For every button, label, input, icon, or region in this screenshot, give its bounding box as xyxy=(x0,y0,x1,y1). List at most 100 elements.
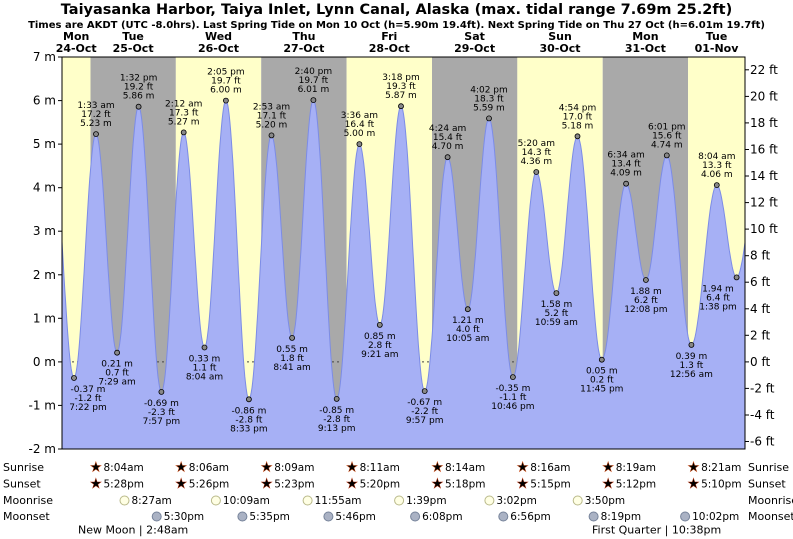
tide-annotation: 19.7 ft xyxy=(211,77,241,87)
day-label-weekday: Mon xyxy=(632,30,658,43)
tide-annotation: 6.01 m xyxy=(298,85,330,95)
tide-annotation: 19.2 ft xyxy=(124,83,154,93)
moonrise-time: 1:39pm xyxy=(406,495,446,507)
sunset-time: 5:10pm xyxy=(701,479,741,491)
tide-annotation: 5.23 m xyxy=(80,119,112,129)
tide-annotation: -2.8 ft xyxy=(323,415,350,425)
moonset-time: 10:02pm xyxy=(692,511,739,523)
sunrise-star-icon: ★ xyxy=(91,460,102,474)
tide-annotation: 7:29 am xyxy=(98,378,135,388)
day-label-weekday: Thu xyxy=(292,30,315,43)
tide-extreme-marker xyxy=(222,97,229,104)
page-title: Taiyasanka Harbor, Taiya Inlet, Lynn Can… xyxy=(60,2,733,18)
day-label-weekday: Tue xyxy=(122,30,144,43)
sunset-time: 5:23pm xyxy=(274,479,314,491)
tide-annotation: 1:32 pm xyxy=(120,74,158,84)
tide-extreme-marker xyxy=(643,277,649,283)
moonrise-time: 3:02pm xyxy=(496,495,536,507)
tide-extreme-marker xyxy=(598,356,605,363)
tide-extreme-marker xyxy=(421,388,428,395)
y-axis-label-ft: 0 ft xyxy=(750,355,770,369)
moonset-time: 5:46pm xyxy=(335,511,375,523)
tide-extreme-marker xyxy=(444,154,451,161)
day-label-date: 28-Oct xyxy=(369,42,410,55)
moonset-icon xyxy=(680,511,691,522)
tide-extreme-marker xyxy=(464,306,471,313)
tide-annotation: 1.1 ft xyxy=(193,364,217,374)
y-axis-label-m: 2 m xyxy=(33,268,56,282)
astro-row-label-left: Sunset xyxy=(3,478,41,491)
moonset-icon xyxy=(498,511,509,522)
y-axis-label-m: 4 m xyxy=(33,181,56,195)
astro-row-label-right: Moonrise xyxy=(748,494,793,507)
y-axis-label-ft: 4 ft xyxy=(750,302,770,316)
astro-row-label-left: Moonset xyxy=(3,510,50,523)
tide-annotation: 7:57 pm xyxy=(143,417,181,427)
tide-extreme-marker xyxy=(289,334,296,341)
sunset-star-icon: ★ xyxy=(603,477,614,491)
tide-annotation: -2.3 ft xyxy=(148,408,175,418)
tide-annotation: -1.2 ft xyxy=(75,394,102,404)
tide-annotation: 4.09 m xyxy=(610,169,642,179)
tide-annotation: 7:22 pm xyxy=(69,403,107,413)
plot-frame xyxy=(61,56,746,450)
tide-annotation: 5.27 m xyxy=(168,117,200,127)
y-axis-label-ft: 18 ft xyxy=(750,116,778,130)
day-label-date: 26-Oct xyxy=(198,42,239,55)
y-axis-label-ft: 16 ft xyxy=(750,143,778,157)
tide-annotation: 4:02 pm xyxy=(470,85,508,95)
sunrise-star-icon: ★ xyxy=(261,460,272,474)
day-label-weekday: Tue xyxy=(706,30,728,43)
tide-annotation: 0.39 m xyxy=(676,352,708,362)
y-axis-label-m: 5 m xyxy=(33,137,56,151)
tide-annotation: 1:38 pm xyxy=(699,302,737,312)
tide-annotation: 0.2 ft xyxy=(590,376,614,386)
moonrise-time: 10:09am xyxy=(223,495,270,507)
moon-phase-label: First Quarter | 10:38pm xyxy=(592,524,721,537)
y-axis-label-ft: 2 ft xyxy=(750,328,770,342)
moonset-icon xyxy=(410,511,421,522)
tide-annotation: 5.2 ft xyxy=(545,309,569,319)
astro-row-label-right: Sunrise xyxy=(748,461,789,474)
moon-phase-label: New Moon | 2:48am xyxy=(78,524,188,537)
tide-annotation: 1.8 ft xyxy=(280,354,304,364)
y-axis-label-ft: 10 ft xyxy=(750,222,778,236)
sunset-time: 5:20pm xyxy=(360,479,400,491)
tide-annotation: 6:34 am xyxy=(607,151,644,161)
tide-annotation: -0.85 m xyxy=(319,406,354,416)
tide-annotation: 5.59 m xyxy=(473,103,505,113)
tide-extreme-marker xyxy=(553,290,560,297)
tide-extreme-marker xyxy=(663,152,670,159)
astro-row-label-left: Sunrise xyxy=(3,461,44,474)
y-axis-label-m: -2 m xyxy=(29,442,56,456)
tide-annotation: 2:12 am xyxy=(165,99,202,109)
tide-annotation: 1.94 m xyxy=(702,284,734,294)
sunset-time: 5:12pm xyxy=(616,479,656,491)
sunset-star-icon: ★ xyxy=(517,477,528,491)
moonrise-icon xyxy=(394,495,405,506)
moonrise-icon xyxy=(302,495,313,506)
y-axis-label-ft: -2 ft xyxy=(750,381,775,395)
tide-annotation: 1:33 am xyxy=(77,101,114,111)
tide-annotation: 10:05 am xyxy=(446,334,489,344)
tide-annotation: 4.70 m xyxy=(432,142,464,152)
tide-extreme-marker xyxy=(486,115,492,122)
sunset-time: 5:28pm xyxy=(104,479,144,491)
y-axis-label-ft: 6 ft xyxy=(750,275,770,289)
tide-curve-fill xyxy=(62,100,745,449)
tide-extreme-marker xyxy=(180,129,187,136)
sunrise-time: 8:04am xyxy=(104,462,144,474)
tide-annotation: 13.4 ft xyxy=(611,160,641,170)
tide-extreme-marker xyxy=(398,103,404,110)
day-label-date: 29-Oct xyxy=(454,42,495,55)
moonrise-icon xyxy=(119,495,130,506)
tide-annotation: 11:45 pm xyxy=(580,385,623,395)
tide-extreme-marker xyxy=(245,396,252,403)
moonrise-time: 3:50pm xyxy=(585,495,625,507)
tide-annotation: 2:53 am xyxy=(253,102,290,112)
moonset-time: 5:30pm xyxy=(164,511,204,523)
tide-annotation: -2.2 ft xyxy=(411,407,438,417)
tide-annotation: 0.21 m xyxy=(101,360,133,370)
